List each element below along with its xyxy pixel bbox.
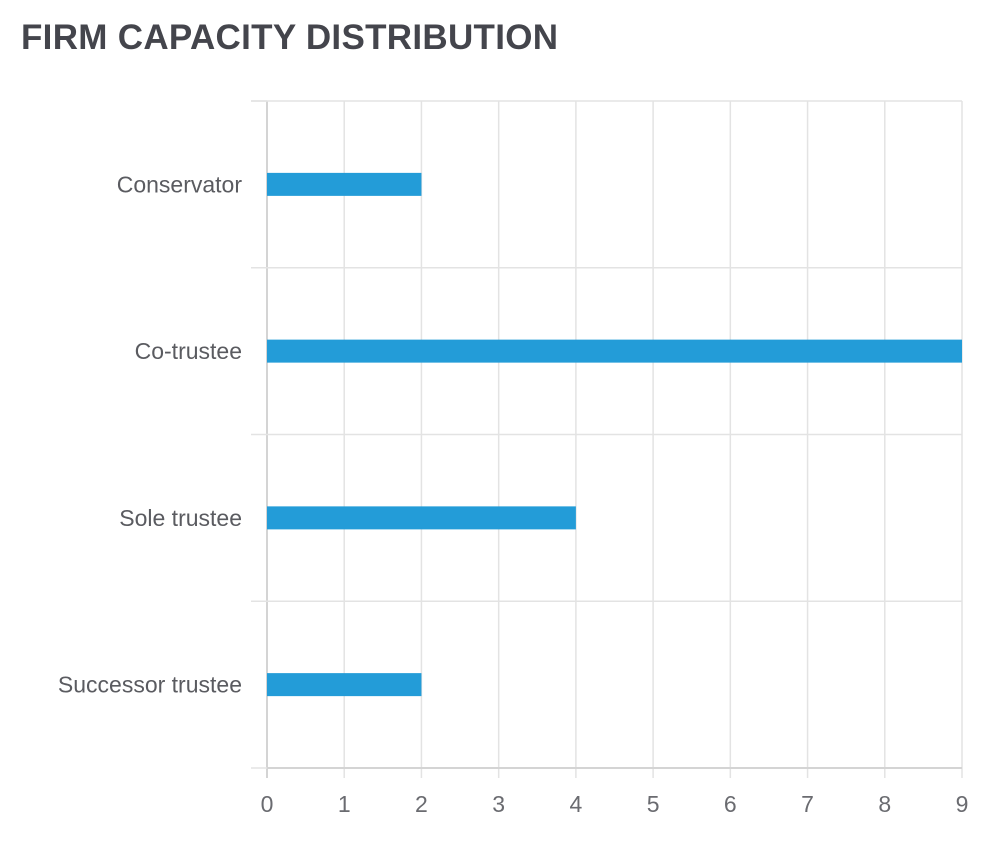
category-labels: Conservator Co-trustee Sole trustee Success… bbox=[58, 171, 242, 697]
chart-title: FIRM CAPACITY DISTRIBUTION bbox=[21, 18, 559, 57]
category-label: Successor trustee bbox=[58, 672, 242, 698]
category-label: Co-trustee bbox=[135, 338, 242, 364]
bar-successor-trustee bbox=[267, 673, 422, 697]
x-tick-label: 0 bbox=[261, 791, 274, 817]
bar-co-trustee bbox=[267, 339, 962, 363]
x-tick-label: 8 bbox=[878, 791, 891, 817]
bar-conservator bbox=[267, 172, 422, 196]
x-tick-label: 1 bbox=[338, 791, 351, 817]
x-tick-labels: 0 1 2 3 4 5 6 7 8 9 bbox=[261, 791, 969, 817]
x-tick-label: 9 bbox=[956, 791, 969, 817]
category-label: Sole trustee bbox=[119, 505, 242, 531]
x-tick-label: 3 bbox=[492, 791, 505, 817]
x-tick-label: 7 bbox=[801, 791, 814, 817]
gridlines bbox=[251, 100, 963, 778]
x-tick-label: 5 bbox=[647, 791, 660, 817]
axes bbox=[251, 100, 267, 769]
bars bbox=[267, 172, 962, 697]
category-label: Conservator bbox=[117, 171, 243, 197]
x-tick-label: 2 bbox=[415, 791, 428, 817]
x-tick-label: 6 bbox=[724, 791, 737, 817]
x-tick-label: 4 bbox=[569, 791, 582, 817]
bar-sole-trustee bbox=[267, 506, 576, 530]
